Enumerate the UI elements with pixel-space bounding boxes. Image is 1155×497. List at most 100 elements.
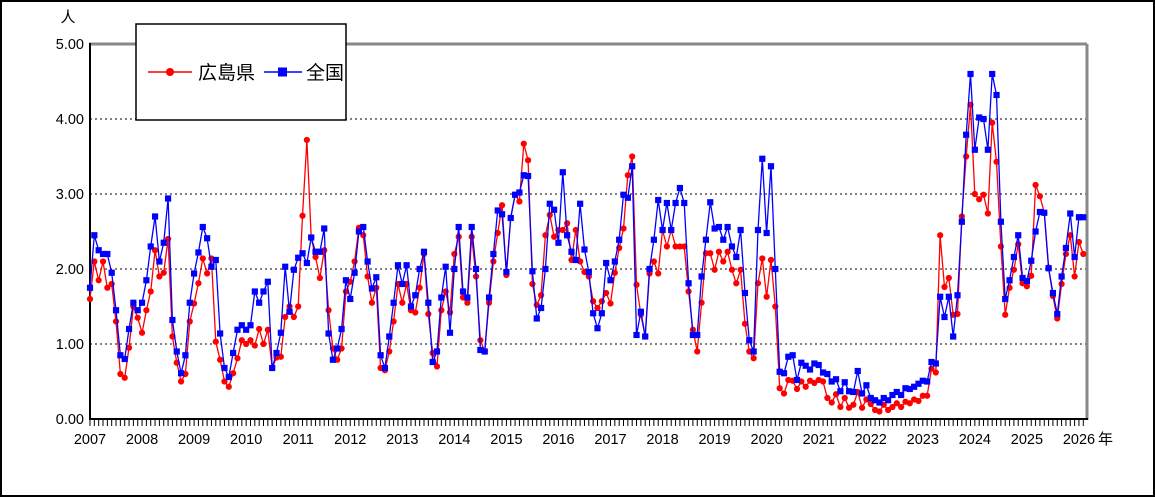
data-point [121,374,128,381]
data-point [819,369,827,376]
data-point [1075,238,1083,246]
data-point [1028,272,1035,279]
data-point [529,268,536,275]
data-point [156,273,163,280]
data-point [390,318,397,325]
data-point [763,229,770,237]
data-point [824,370,831,378]
data-point [520,140,527,147]
data-point [845,404,853,411]
data-point [806,366,814,373]
data-point [303,259,310,267]
data-point [121,355,128,363]
data-point [911,383,918,390]
data-point [871,397,879,404]
data-point [893,400,900,407]
data-point [269,364,276,372]
data-point [850,388,857,396]
data-point [394,262,402,269]
data-point [867,394,874,402]
data-point [941,283,948,291]
data-point [212,338,219,345]
data-point [546,200,553,207]
data-point [555,239,562,246]
data-point [282,313,289,321]
data-point [802,383,809,390]
data-point [498,202,506,209]
data-point [828,399,835,406]
data-point [572,256,579,264]
x-axis-year-label: 2012 [334,432,366,448]
data-point [477,346,484,354]
data-point [1075,214,1083,221]
data-point [1019,274,1026,282]
data-point [551,233,558,240]
data-point [134,307,141,314]
data-point [295,303,302,310]
data-point [564,232,571,239]
data-point [221,364,228,372]
data-point [824,394,831,402]
data-point [511,191,519,198]
data-point [243,340,250,348]
data-point [538,304,545,312]
data-point [759,255,766,262]
data-point [828,378,835,385]
data-point [459,288,467,295]
data-point [247,337,254,344]
data-point [898,391,905,399]
data-point [138,299,146,306]
data-point [793,385,801,393]
data-point [299,212,306,219]
data-point [650,258,657,265]
data-point [325,307,332,314]
data-point [620,225,627,232]
data-point [659,226,666,234]
data-point [750,348,757,355]
x-axis-year-label: 2017 [594,432,626,448]
data-point [1023,277,1030,285]
data-point [715,248,723,255]
data-point [1071,253,1078,261]
data-point [468,223,475,231]
data-point [151,213,159,220]
data-point [169,316,176,324]
y-tick-label: 3.00 [56,187,84,203]
data-point [889,391,896,399]
y-tick-label: 1.00 [56,337,84,353]
data-point [854,367,861,375]
data-point [676,184,683,192]
data-point [724,248,731,255]
data-point [650,236,657,243]
data-point [164,195,172,202]
data-point [611,258,618,265]
data-point [533,315,540,322]
data-point [282,263,289,270]
data-point [741,289,749,297]
data-point [980,115,987,123]
data-point [416,284,423,291]
data-point [173,348,180,355]
data-point [108,269,115,276]
data-point [130,299,137,306]
data-point [177,370,185,377]
data-point [112,307,120,314]
data-point [225,383,232,390]
data-point [1049,289,1057,297]
data-point [967,70,974,78]
y-tick-label: 4.00 [56,112,84,128]
data-point [86,284,94,291]
data-point [728,243,736,250]
data-point [984,210,991,217]
data-point [1054,310,1061,318]
data-point [160,269,167,276]
x-axis-year-label: 2018 [646,432,678,448]
data-point [524,157,532,164]
data-point [99,250,107,258]
data-point [898,403,905,411]
data-point [1006,277,1013,284]
data-point [798,359,805,366]
data-point [464,294,471,301]
data-point [238,322,245,329]
